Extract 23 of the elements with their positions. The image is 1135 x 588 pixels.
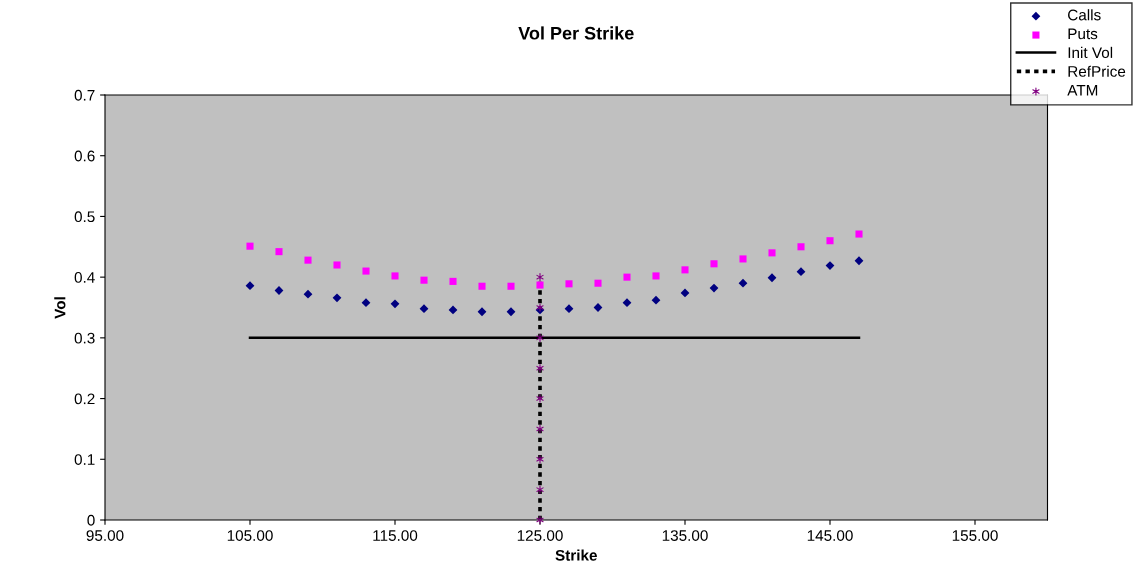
x-tick-label: 125.00 (517, 530, 563, 541)
x-tick-label: 105.00 (227, 530, 273, 541)
y-tick-label: 0.5 (74, 211, 95, 223)
x-axis-title: Strike (555, 549, 597, 561)
y-tick-label: 0.6 (74, 150, 95, 162)
legend-label: Puts (1068, 28, 1098, 40)
y-tick-label: 0.4 (74, 272, 95, 283)
x-tick-label: 95.00 (86, 530, 124, 541)
x-tick-label: 135.00 (662, 530, 708, 541)
x-tick-label: 115.00 (373, 530, 418, 541)
legend-label: Init Vol (1068, 46, 1113, 59)
y-tick-label: 0.1 (74, 454, 95, 465)
y-tick-label: 0.2 (74, 393, 95, 405)
y-tick-label: 0.3 (74, 332, 95, 344)
legend-label: Calls (1068, 9, 1101, 21)
legend-label: RefPrice (1068, 65, 1126, 77)
y-axis-title: Vol (54, 297, 66, 319)
x-tick-label: 145.00 (807, 530, 853, 541)
legend-label: ATM (1067, 85, 1098, 96)
chart-title: Vol Per Strike (518, 26, 634, 40)
x-tick-label: 155.00 (952, 530, 998, 541)
y-tick-label: 0 (87, 514, 95, 526)
y-tick-label: 0.7 (74, 89, 95, 101)
